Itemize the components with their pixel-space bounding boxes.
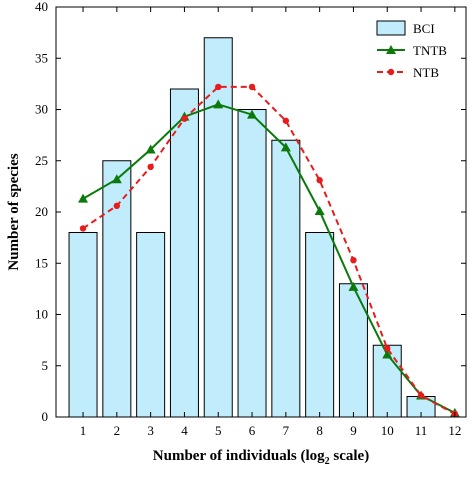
x-tick-label-9: 9 [350,423,357,438]
marker-ntb-6 [248,83,256,91]
marker-ntb-9 [350,256,357,264]
bar-bci-8 [305,232,335,418]
bar-bci-1 [68,232,98,418]
x-axis-label: Number of individuals (log2 scale) [153,448,369,467]
lines-layer [78,83,460,418]
x-tick-label-6: 6 [249,423,256,438]
marker-ntb-4 [181,115,188,122]
x-tick-label-5: 5 [215,423,222,438]
bar-bci-4 [169,88,199,418]
x-tick-label-12: 12 [448,423,461,438]
y-tick-label-15: 15 [35,255,48,270]
legend-marker-tntb [386,45,396,54]
x-axis-label-subscript: 2 [325,456,330,467]
line-tntb [82,103,456,414]
y-tick-label-35: 35 [35,50,48,65]
marker-ntb-7 [282,117,290,124]
marker-tntb-2 [111,174,122,184]
y-tick-label-0: 0 [42,409,49,424]
legend: BCI TNTB NTB [376,20,447,80]
bar-bci-9 [338,283,368,418]
y-tick-label-20: 20 [35,204,48,219]
bar-bci-6 [237,109,267,418]
marker-tntb-7 [280,142,291,152]
y-tick-label-30: 30 [35,102,48,117]
marker-ntb-2 [113,202,121,210]
x-axis-label-suffix: scale) [330,448,370,464]
legend-label-ntb: NTB [413,65,439,80]
bars-layer [68,37,436,418]
marker-tntb-3 [145,144,156,154]
y-axis-label: Number of species [6,153,22,270]
y-tick-label-10: 10 [35,307,48,322]
marker-ntb-10 [384,345,391,352]
marker-tntb-8 [314,205,325,215]
marker-tntb-9 [348,281,359,291]
x-tick-label-4: 4 [181,423,188,438]
x-tick-label-8: 8 [316,423,323,438]
legend-label-tntb: TNTB [413,43,447,58]
legend-label-bci: BCI [413,21,435,36]
marker-ntb-3 [147,163,154,171]
marker-ntb-5 [215,83,222,91]
marker-ntb-8 [316,177,323,184]
x-tick-label-10: 10 [381,423,394,438]
y-tick-label-40: 40 [35,0,48,14]
legend-marker-ntb [387,68,395,76]
y-tick-label-5: 5 [42,358,49,373]
bar-bci-3 [136,232,166,418]
x-tick-label-2: 2 [114,423,121,438]
marker-tntb-6 [247,109,258,119]
x-axis-label-main: Number of individuals (log [153,448,325,464]
marker-ntb-11 [417,392,425,399]
bar-bci-5 [203,37,233,418]
x-tick-label-7: 7 [283,423,290,438]
line-ntb [82,85,456,415]
marker-tntb-1 [78,193,89,203]
marker-tntb-5 [213,99,224,109]
x-tick-label-1: 1 [80,423,87,438]
y-tick-label-25: 25 [35,153,48,168]
legend-swatch-bci [376,20,406,36]
marker-tntb-10 [382,349,393,359]
x-tick-label-3: 3 [147,423,154,438]
marker-ntb-1 [79,225,87,232]
x-tick-label-11: 11 [415,423,428,438]
bar-bci-2 [102,160,132,418]
bar-bci-7 [271,139,301,418]
